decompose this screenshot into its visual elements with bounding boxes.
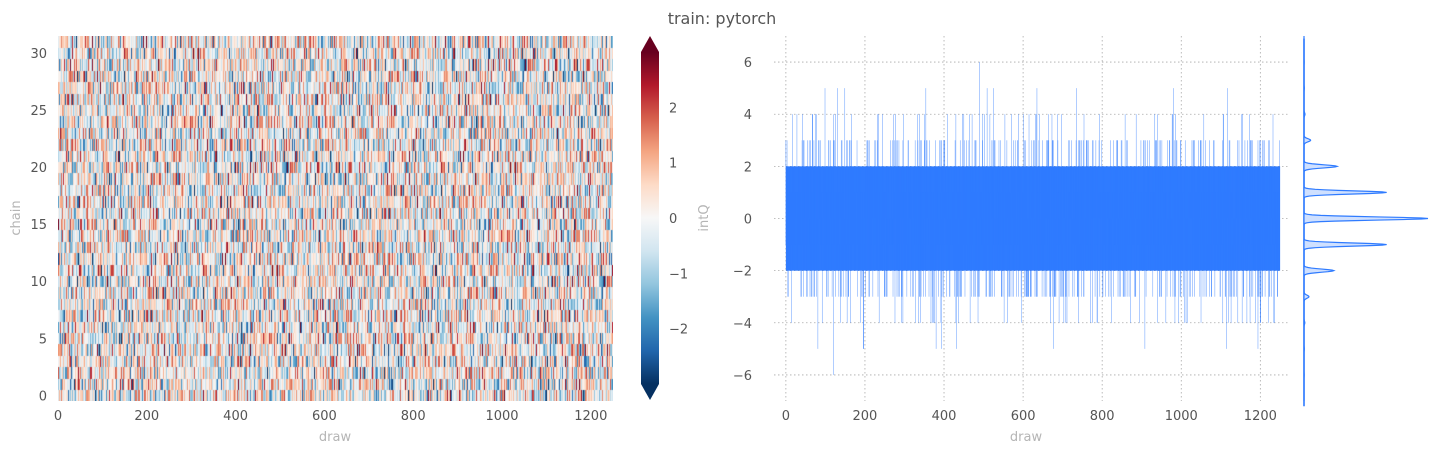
colorbar-tick-label: −1 (669, 267, 688, 282)
colorbar-tick-label: 1 (669, 157, 677, 172)
heatmap-ytick-label: 0 (39, 389, 47, 404)
heatmap-ytick-label: 15 (30, 218, 47, 233)
heatmap-xtick-label: 200 (134, 409, 159, 424)
heatmap-xtick-label: 1000 (485, 409, 518, 424)
heatmap-xtick-label: 0 (54, 409, 62, 424)
trace-ytick-label: 4 (744, 108, 752, 123)
trace-ytick-label: −6 (733, 369, 752, 384)
colorbar-gradient (641, 52, 659, 384)
trace-chain-lines (785, 62, 1280, 375)
heatmap-xtick-label: 600 (312, 409, 337, 424)
trace-ytick-label: −2 (733, 265, 752, 280)
heatmap-xlabel: draw (319, 430, 352, 445)
heatmap-xtick-label: 400 (223, 409, 248, 424)
heatmap-xtick-label: 1200 (574, 409, 607, 424)
colorbar-tick-label: 0 (669, 212, 677, 227)
heatmap-ylabel: chain (9, 200, 24, 235)
trace-ytick-label: 0 (744, 213, 752, 228)
marginal-density-curve (1303, 36, 1429, 401)
trace-ytick-label: 2 (744, 160, 752, 175)
colorbar-extend-max (641, 36, 659, 52)
marginal-distribution (1303, 36, 1429, 407)
colorbar-label: intQ (697, 204, 712, 231)
trace-xtick-label: 1000 (1165, 409, 1198, 424)
trace-ytick-label: −4 (733, 317, 752, 332)
colorbar-tick-label: 2 (669, 101, 677, 116)
trace-xtick-label: 600 (1011, 409, 1036, 424)
colorbar-extend-min (641, 384, 659, 400)
trace-ytick-label: 6 (744, 56, 752, 71)
trace-xtick-label: 800 (1090, 409, 1115, 424)
colorbar: −2 −1 0 1 2 intQ (641, 36, 712, 400)
colorbar-tick-label: −2 (669, 323, 688, 338)
heatmap-ytick-label: 30 (30, 47, 47, 62)
heatmap-cells (58, 36, 613, 401)
trace-panel: 0 200 400 600 800 1000 1200 −6 −4 −2 0 2 4 6 draw (733, 36, 1290, 445)
trace-xtick-label: 1200 (1244, 409, 1277, 424)
trace-xlabel: draw (1010, 430, 1043, 445)
heatmap-ytick-label: 10 (30, 275, 47, 290)
trace-xtick-label: 400 (932, 409, 957, 424)
heatmap-ytick-label: 20 (30, 161, 47, 176)
trace-xtick-label: 0 (782, 409, 790, 424)
trace-xtick-label: 200 (853, 409, 878, 424)
heatmap-ytick-label: 25 (30, 104, 47, 119)
figure-title: train: pytorch (668, 9, 777, 28)
heatmap-ytick-label: 5 (39, 332, 47, 347)
heatmap-xtick-label: 800 (401, 409, 426, 424)
